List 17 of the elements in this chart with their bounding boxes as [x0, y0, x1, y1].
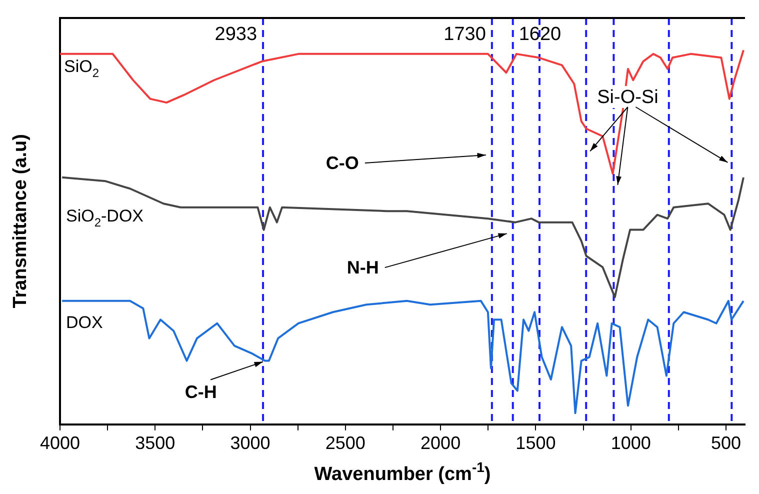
annotation: C-H	[184, 382, 217, 402]
x-tick-label: 3500	[135, 433, 176, 454]
ref-line-label: 1620	[518, 24, 562, 45]
x-tick-label: 3000	[230, 433, 270, 454]
annotation: C-O	[326, 152, 359, 173]
ref-line-label: 2933	[214, 24, 258, 45]
y-axis-title: Transmittance (a.u)	[10, 134, 31, 308]
ref-line-label: 1730	[444, 24, 486, 45]
series-label: DOX	[66, 312, 103, 332]
x-tick-label: 500	[710, 433, 741, 454]
x-tick-label: 4000	[40, 433, 80, 454]
x-tick-label: 2500	[325, 433, 366, 454]
annotation: Si-O-Si	[597, 87, 658, 108]
annotation: N-H	[346, 258, 379, 278]
x-tick-label: 1500	[516, 433, 556, 454]
x-tick-label: 2000	[420, 433, 461, 454]
x-tick-label: 1000	[610, 433, 651, 454]
